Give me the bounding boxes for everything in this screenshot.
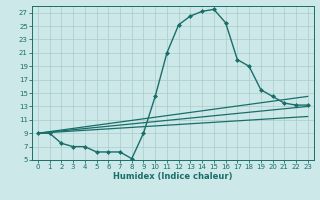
X-axis label: Humidex (Indice chaleur): Humidex (Indice chaleur) xyxy=(113,172,233,181)
